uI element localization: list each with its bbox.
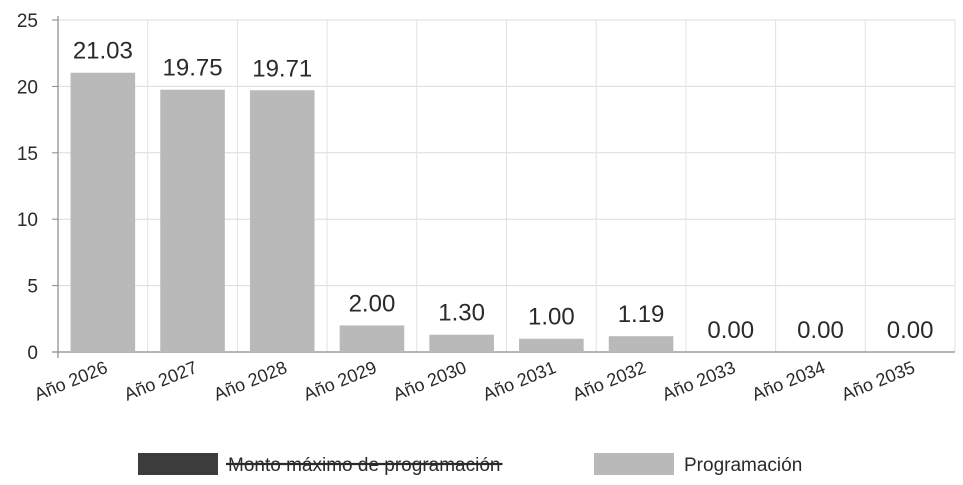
data-label-4: 2.00 <box>349 290 396 317</box>
bar-5 <box>429 334 494 352</box>
y-tick-label: 5 <box>27 277 38 298</box>
y-tick-label: 0 <box>27 343 38 364</box>
y-axis-ticks: 0 5 10 15 20 25 <box>17 11 58 364</box>
data-labels: 21.03 19.75 19.71 2.00 1.30 1.00 1.19 0.00 0.00 0… <box>73 38 934 344</box>
bars <box>70 72 674 353</box>
x-tick-label: Año 2029 <box>300 357 379 404</box>
bar-1 <box>70 72 136 352</box>
data-label-5: 1.30 <box>438 300 485 327</box>
bar-4 <box>339 325 405 352</box>
bar-3 <box>249 90 315 353</box>
legend: Monto máximo de programación Programación <box>138 453 802 476</box>
legend-label-programacion: Programación <box>684 455 802 476</box>
x-tick-label: Año 2033 <box>659 357 738 404</box>
x-tick-label: Año 2031 <box>480 357 559 404</box>
x-axis-ticks: Año 2026 Año 2027 Año 2028 Año 2029 Año 2030… <box>31 357 917 404</box>
data-label-1: 21.03 <box>73 38 133 65</box>
legend-swatch-monto <box>138 453 218 475</box>
data-label-8: 0.00 <box>707 317 754 344</box>
bar-2 <box>160 89 225 352</box>
y-tick-label: 25 <box>17 11 38 32</box>
x-tick-label: Año 2028 <box>211 357 290 404</box>
bar-7 <box>608 336 674 352</box>
y-tick-label: 20 <box>17 77 38 98</box>
x-tick-label: Año 2035 <box>839 357 918 404</box>
data-label-2: 19.75 <box>163 55 223 82</box>
y-tick-label: 15 <box>17 144 38 165</box>
bar-6 <box>519 338 584 352</box>
x-tick-label: Año 2026 <box>31 357 110 404</box>
legend-label-monto: Monto máximo de programación <box>228 455 500 476</box>
x-tick-label: Año 2032 <box>570 357 649 404</box>
x-tick-label: Año 2034 <box>749 357 828 404</box>
x-tick-label: Año 2030 <box>390 357 469 404</box>
data-label-7: 1.19 <box>618 301 665 328</box>
data-label-3: 19.71 <box>252 55 312 82</box>
data-label-9: 0.00 <box>797 317 844 344</box>
data-label-10: 0.00 <box>887 317 934 344</box>
y-tick-label: 10 <box>17 210 38 231</box>
x-tick-label: Año 2027 <box>121 357 200 404</box>
data-label-6: 1.00 <box>528 304 575 331</box>
legend-swatch-programacion <box>594 453 674 475</box>
